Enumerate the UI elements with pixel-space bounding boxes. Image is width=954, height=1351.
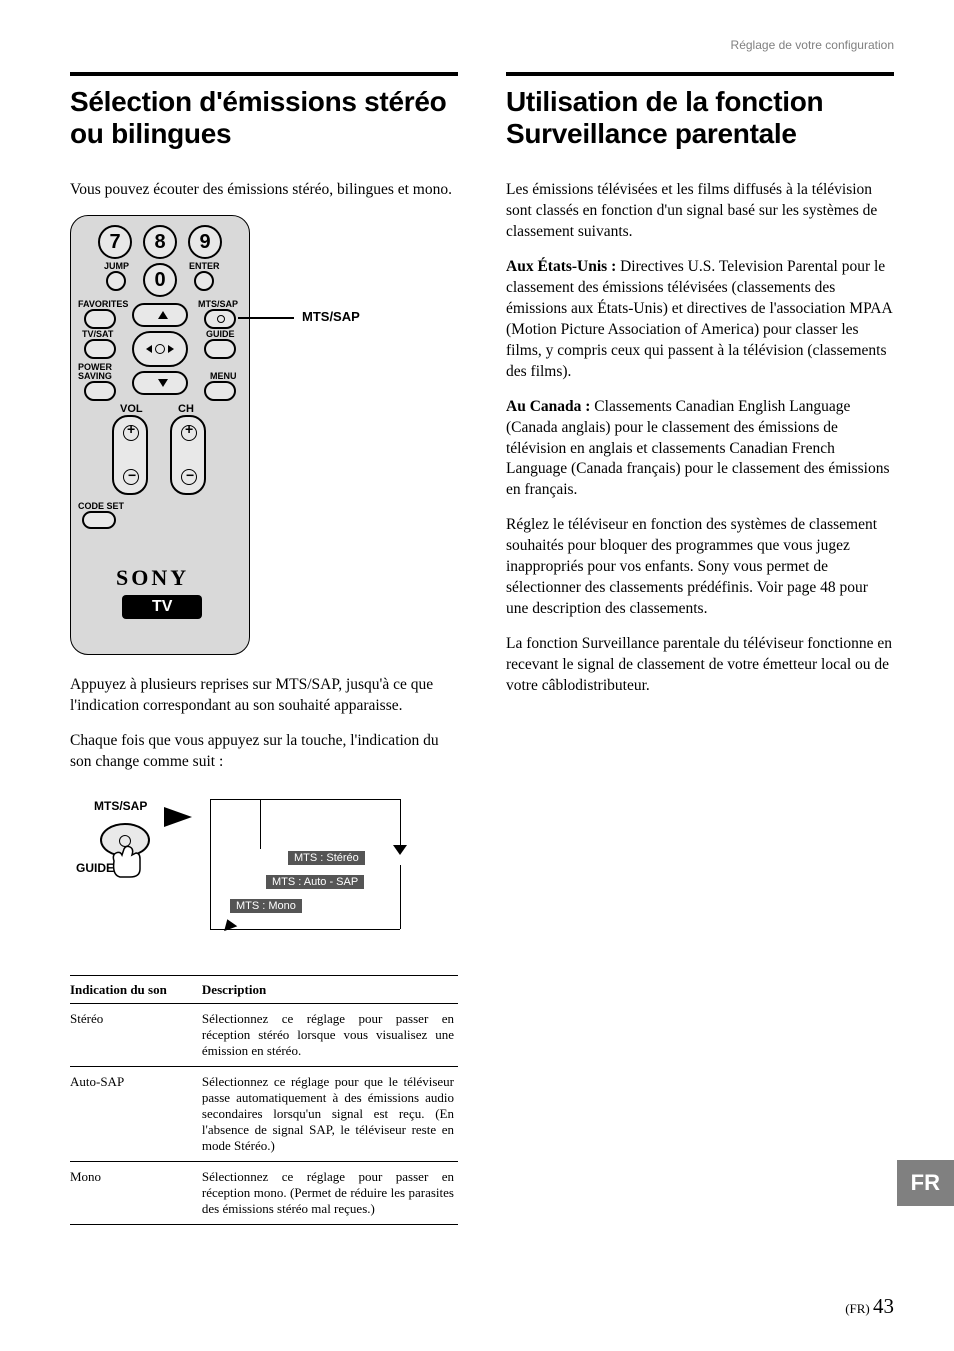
sound-th-indication: Indication du son <box>70 975 202 1003</box>
hand-icon <box>104 841 148 881</box>
sound-th-description: Description <box>202 975 458 1003</box>
sound-desc: Sélectionnez ce réglage pour que le télé… <box>202 1066 458 1161</box>
vol-label: VOL <box>120 403 143 415</box>
running-head: Réglage de votre configuration <box>70 38 894 52</box>
left-intro: Vous pouvez écouter des émissions stéréo… <box>70 180 458 201</box>
sound-name: Auto-SAP <box>70 1066 202 1161</box>
page-number: (FR) 43 <box>845 1294 894 1319</box>
us-label: Aux États-Unis : <box>506 258 616 275</box>
codeset-btn <box>82 511 116 529</box>
left-column: Sélection d'émissions stéréo ou bilingue… <box>70 72 458 1225</box>
heading-rule <box>70 72 458 76</box>
sony-logo: SONY <box>116 565 189 591</box>
ca-label: Au Canada : <box>506 398 590 415</box>
tv-badge: TV <box>122 595 202 619</box>
mtssap-callout: MTS/SAP <box>302 309 360 324</box>
mtssap-btn <box>204 309 236 329</box>
left-heading: Sélection d'émissions stéréo ou bilingue… <box>70 86 458 150</box>
mts-tag-stereo: MTS : Stéréo <box>288 851 365 865</box>
powersaving-label: POWER SAVING <box>78 363 112 381</box>
page-prefix: (FR) <box>845 1301 873 1316</box>
ch-rocker: + − <box>170 415 206 495</box>
favorites-btn <box>84 309 116 329</box>
sound-name: Stéréo <box>70 1003 202 1066</box>
two-column-layout: Sélection d'émissions stéréo ou bilingue… <box>70 72 894 1225</box>
guide-label: GUIDE <box>206 329 235 339</box>
codeset-label: CODE SET <box>78 501 124 511</box>
nav-up <box>132 303 188 327</box>
callout-leader <box>238 317 294 319</box>
left-para3: Chaque fois que vous appuyez sur la touc… <box>70 731 458 773</box>
guide-btn <box>204 339 236 359</box>
right-p2: Aux États-Unis : Directives U.S. Televis… <box>506 257 894 383</box>
nav-down <box>132 371 188 395</box>
right-p4: Réglez le téléviseur en fonction des sys… <box>506 515 894 620</box>
sound-desc: Sélectionnez ce réglage pour passer en r… <box>202 1003 458 1066</box>
right-p3: Au Canada : Classements Canadian English… <box>506 397 894 502</box>
table-row: Mono Sélectionnez ce réglage pour passer… <box>70 1161 458 1224</box>
enter-label: ENTER <box>189 261 220 271</box>
jump-label: JUMP <box>104 261 129 271</box>
right-p5: La fonction Surveillance parentale du té… <box>506 634 894 697</box>
right-heading: Utilisation de la fonction Surveillance … <box>506 86 894 150</box>
arrow-right-icon <box>164 807 192 827</box>
table-row: Auto-SAP Sélectionnez ce réglage pour qu… <box>70 1066 458 1161</box>
mts-tag-autosap: MTS : Auto - SAP <box>266 875 364 889</box>
cycle-label-top: MTS/SAP <box>94 799 147 813</box>
sound-desc: Sélectionnez ce réglage pour passer en r… <box>202 1161 458 1224</box>
table-row: Stéréo Sélectionnez ce réglage pour pass… <box>70 1003 458 1066</box>
vol-rocker: + − <box>112 415 148 495</box>
page-num-value: 43 <box>873 1294 894 1318</box>
remote-figure: 7 8 9 0 JUMP ENTER FAVORITES MTS/SAP <box>70 215 420 655</box>
sound-name: Mono <box>70 1161 202 1224</box>
sound-table: Indication du son Description Stéréo Sél… <box>70 975 458 1225</box>
powersaving-btn <box>84 381 116 401</box>
favorites-label: FAVORITES <box>78 299 128 309</box>
right-p1: Les émissions télévisées et les films di… <box>506 180 894 243</box>
mts-tag-mono: MTS : Mono <box>230 899 302 913</box>
right-column: Utilisation de la fonction Surveillance … <box>506 72 894 1225</box>
menu-label: MENU <box>210 371 237 381</box>
tvsat-label: TV/SAT <box>82 329 113 339</box>
heading-rule <box>506 72 894 76</box>
tvsat-btn <box>84 339 116 359</box>
us-text: Directives U.S. Television Parental pour… <box>506 258 892 380</box>
menu-btn <box>204 381 236 401</box>
nav-center <box>132 331 188 367</box>
left-para2: Appuyez à plusieurs reprises sur MTS/SAP… <box>70 675 458 717</box>
language-tab: FR <box>897 1160 954 1206</box>
cycle-box: MTS : Stéréo MTS : Auto - SAP MTS : Mono <box>210 799 416 939</box>
ch-label: CH <box>178 403 194 415</box>
mtssap-label: MTS/SAP <box>198 299 238 309</box>
cycle-figure: MTS/SAP GUIDE MTS : Stéréo MTS : Auto - … <box>70 791 430 951</box>
